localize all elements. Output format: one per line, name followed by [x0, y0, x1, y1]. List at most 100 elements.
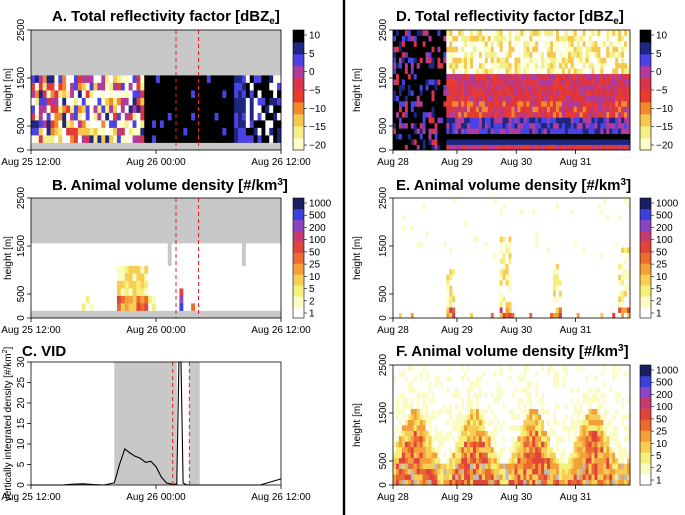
heatmap-cell — [238, 90, 243, 98]
heatmap-cell — [401, 100, 406, 107]
heatmap-cell — [508, 312, 512, 319]
heatmap-cell — [136, 67, 141, 76]
ytick-label: 1500 — [16, 234, 27, 257]
heatmap-cell — [478, 106, 483, 113]
heatmap-cell — [410, 106, 415, 113]
heatmap-cell — [624, 100, 628, 107]
panel-b-ylabel: height [m] — [3, 236, 14, 280]
heatmap-cell — [407, 35, 412, 42]
heatmap-cell — [58, 37, 63, 46]
heatmap-cell — [38, 97, 44, 106]
heatmap-cell — [446, 90, 450, 96]
heatmap-cell — [552, 111, 557, 118]
heatmap-cell — [101, 105, 106, 113]
heatmap-cell — [431, 35, 435, 42]
heatmap-cell — [163, 30, 169, 38]
heatmap-cell — [505, 122, 509, 129]
heatmap-cell — [198, 105, 204, 113]
heatmap-cell — [404, 241, 409, 248]
heatmap-cell — [253, 213, 258, 221]
heatmap-cell — [413, 57, 418, 64]
heatmap-cell — [234, 250, 239, 259]
heatmap-cell — [490, 79, 495, 85]
heatmap-cell — [502, 225, 506, 232]
heatmap-cell — [218, 112, 223, 121]
heatmap-cell — [490, 301, 495, 308]
heatmap-cell — [627, 57, 631, 64]
heatmap-cell — [128, 60, 133, 68]
heatmap-cell — [214, 142, 219, 151]
heatmap-cell — [502, 90, 506, 96]
heatmap-cell — [85, 258, 90, 266]
heatmap-cell — [277, 235, 282, 244]
heatmap-cell — [579, 122, 583, 129]
heatmap-cell — [493, 236, 498, 243]
heatmap-cell — [144, 258, 149, 266]
heatmap-cell — [511, 128, 515, 135]
heatmap-cell — [273, 97, 278, 106]
heatmap-cell — [132, 127, 137, 136]
heatmap-cell — [564, 90, 569, 96]
heatmap-cell — [552, 35, 557, 42]
heatmap-cell — [249, 280, 255, 289]
heatmap-cell — [401, 307, 406, 313]
heatmap-cell — [179, 220, 184, 229]
ytick-label: 1500 — [378, 66, 389, 89]
heatmap-cell — [109, 90, 114, 98]
heatmap-cell — [198, 220, 204, 229]
heatmap-cell — [425, 225, 429, 232]
heatmap-cell — [470, 285, 474, 292]
heatmap-cell — [42, 52, 48, 61]
heatmap-cell — [238, 97, 243, 106]
heatmap-cell — [576, 100, 581, 107]
heatmap-cell — [195, 67, 200, 76]
heatmap-cell — [440, 117, 444, 124]
colorbar-segment — [293, 54, 304, 67]
heatmap-cell — [523, 312, 527, 319]
heatmap-cell — [401, 290, 406, 297]
heatmap-cell — [238, 228, 243, 236]
ytick-label: 10 — [16, 438, 27, 450]
heatmap-cell — [38, 82, 44, 91]
heatmap-cell — [538, 84, 542, 91]
heatmap-cell — [407, 203, 412, 210]
heatmap-cell — [230, 213, 235, 221]
heatmap-cell — [404, 40, 409, 47]
heatmap-cell — [148, 295, 153, 304]
heatmap-cell — [404, 111, 409, 118]
heatmap-cell — [191, 280, 196, 289]
heatmap-cell — [443, 117, 447, 124]
heatmap-cell — [191, 142, 196, 151]
heatmap-cell — [502, 203, 506, 210]
heatmap-cell — [588, 84, 592, 91]
night-shading — [189, 362, 200, 485]
heatmap-cell — [455, 296, 459, 303]
heatmap-cell — [499, 258, 504, 264]
heatmap-cell — [253, 135, 258, 143]
heatmap-cell — [226, 97, 231, 106]
heatmap-cell — [600, 133, 604, 140]
heatmap-cell — [269, 45, 274, 53]
heatmap-cell — [140, 250, 145, 259]
heatmap-cell — [496, 100, 501, 107]
heatmap-cell — [446, 117, 450, 124]
heatmap-cell — [191, 75, 196, 83]
heatmap-cell — [493, 208, 498, 215]
heatmap-cell — [541, 144, 545, 151]
heatmap-cell — [179, 228, 184, 236]
heatmap-cell — [202, 67, 208, 76]
heatmap-cell — [58, 30, 63, 38]
heatmap-cell — [261, 250, 266, 259]
heatmap-cell — [428, 62, 432, 69]
heatmap-cell — [523, 122, 527, 129]
heatmap-cell — [62, 30, 67, 38]
heatmap-cell — [273, 37, 278, 46]
heatmap-cell — [499, 128, 504, 135]
heatmap-cell — [404, 268, 409, 275]
heatmap-cell — [416, 312, 421, 319]
heatmap-cell — [132, 60, 137, 68]
heatmap-cell — [467, 198, 471, 204]
heatmap-cell — [434, 30, 438, 36]
heatmap-cell — [46, 75, 51, 83]
heatmap-cell — [257, 75, 262, 83]
